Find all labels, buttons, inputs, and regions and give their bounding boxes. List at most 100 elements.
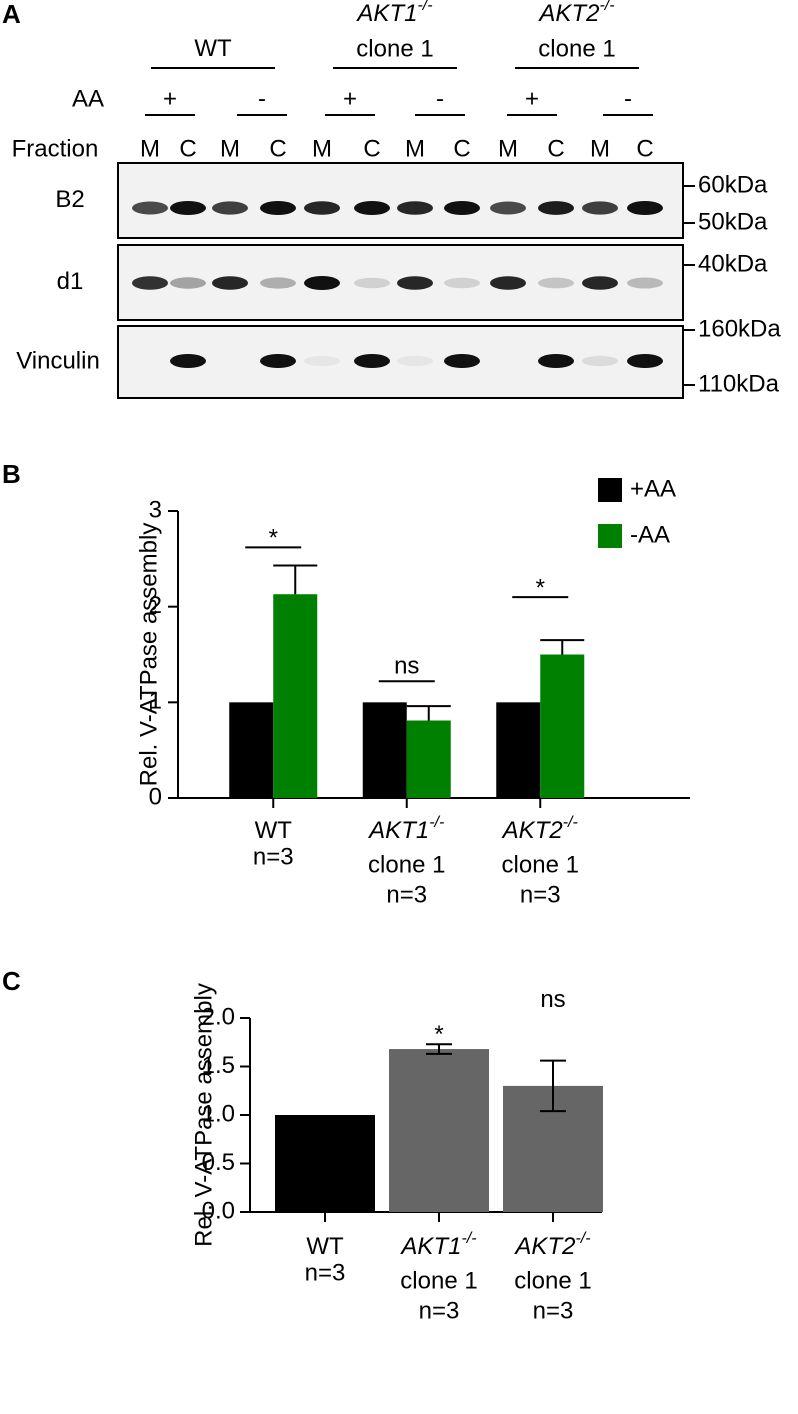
sample-size: n=3 bbox=[520, 881, 561, 908]
blot-band bbox=[354, 354, 390, 368]
y-tick-label: 0 bbox=[149, 783, 162, 810]
panel-letter: B bbox=[2, 459, 21, 489]
y-axis-label: Rel. V-ATPase assembly bbox=[135, 523, 162, 787]
blot-band bbox=[212, 201, 248, 215]
marker-label: 110kDa bbox=[698, 370, 780, 397]
bar bbox=[540, 654, 585, 798]
blot-band bbox=[132, 201, 168, 215]
bar bbox=[229, 702, 274, 798]
blot-band bbox=[260, 201, 296, 215]
x-tick-label: WT bbox=[306, 1233, 344, 1260]
error-bar bbox=[273, 564, 318, 595]
aa-sign: + bbox=[163, 85, 177, 112]
blot-band bbox=[490, 276, 526, 290]
lane-label: C bbox=[269, 135, 286, 162]
lane-label: M bbox=[140, 135, 160, 162]
blot-band bbox=[444, 277, 480, 289]
blot-band bbox=[260, 354, 296, 368]
label-text: AKT1 bbox=[367, 817, 429, 844]
sample-size: n=3 bbox=[533, 1297, 574, 1324]
blot-band bbox=[260, 277, 296, 289]
label-text: AKT1 bbox=[399, 1233, 461, 1260]
blot-band bbox=[490, 201, 526, 215]
blot-label: d1 bbox=[57, 268, 84, 295]
aa-sign: - bbox=[258, 85, 266, 112]
marker-label: 60kDa bbox=[698, 171, 768, 198]
blot-band bbox=[627, 277, 663, 289]
blot-label: Vinculin bbox=[16, 347, 100, 374]
blot-band bbox=[538, 201, 574, 215]
x-tick-label-line2: clone 1 bbox=[502, 851, 579, 878]
label-superscript: -/- bbox=[575, 1230, 590, 1247]
bar bbox=[406, 720, 451, 798]
label-superscript: -/- bbox=[461, 1230, 476, 1247]
legend-label: -AA bbox=[630, 521, 670, 548]
x-tick-label-line2: clone 1 bbox=[514, 1267, 591, 1294]
bar bbox=[389, 1049, 489, 1212]
x-tick-label: WT bbox=[255, 817, 293, 844]
blot-panel bbox=[117, 325, 684, 399]
marker-label: 40kDa bbox=[698, 250, 768, 277]
y-tick-label: 2.0 bbox=[202, 1003, 235, 1030]
panel-letter: C bbox=[2, 966, 21, 996]
legend-swatch bbox=[598, 524, 622, 548]
panel-letter: A bbox=[2, 0, 21, 29]
row-label: AA bbox=[72, 85, 104, 112]
blot-band bbox=[304, 355, 340, 367]
x-tick-label: AKT2-/- bbox=[513, 1230, 590, 1260]
blot-band bbox=[444, 354, 480, 368]
label-text: AKT2 bbox=[537, 0, 599, 27]
blot-band bbox=[397, 276, 433, 290]
row-label: Fraction bbox=[12, 135, 99, 162]
aa-sign: - bbox=[624, 85, 632, 112]
label-text: AKT1 bbox=[355, 0, 417, 27]
y-axis-label: Rel. V-ATPase assembly bbox=[190, 983, 217, 1247]
significance-label: * bbox=[434, 1021, 443, 1048]
y-tick-label: 1.0 bbox=[202, 1100, 235, 1127]
marker-label: 160kDa bbox=[698, 315, 781, 342]
y-tick-label: 3 bbox=[149, 496, 162, 523]
label-text: AKT2 bbox=[513, 1233, 575, 1260]
blot-band bbox=[627, 354, 663, 368]
sample-size: n=3 bbox=[305, 1259, 346, 1286]
label-text: AKT2 bbox=[501, 817, 563, 844]
blot-band bbox=[538, 277, 574, 289]
blot-band bbox=[538, 354, 574, 368]
aa-sign: + bbox=[525, 85, 539, 112]
group-label-line2: clone 1 bbox=[356, 35, 433, 62]
lane-label: C bbox=[636, 135, 653, 162]
blot-band bbox=[582, 355, 618, 367]
y-tick-label: 1 bbox=[149, 688, 162, 715]
lane-label: M bbox=[590, 135, 610, 162]
blot-band bbox=[582, 201, 618, 215]
blot-band bbox=[212, 276, 248, 290]
significance-label: * bbox=[536, 574, 545, 601]
blot-band bbox=[170, 201, 206, 215]
significance-label: ns bbox=[540, 986, 565, 1013]
legend-swatch bbox=[598, 478, 622, 502]
blot-band bbox=[627, 201, 663, 215]
group-label-line2: clone 1 bbox=[538, 35, 615, 62]
blot-band bbox=[444, 201, 480, 215]
y-tick-label: 1.5 bbox=[202, 1052, 235, 1079]
blot-band bbox=[354, 201, 390, 215]
y-tick-label: 0.5 bbox=[202, 1149, 235, 1176]
y-tick-label: 0.0 bbox=[202, 1197, 235, 1224]
sample-size: n=3 bbox=[253, 843, 294, 870]
blot-band bbox=[354, 277, 390, 289]
label-superscript: -/- bbox=[563, 814, 578, 831]
blot-band bbox=[397, 355, 433, 367]
x-tick-label: AKT1-/- bbox=[399, 1230, 476, 1260]
lane-label: C bbox=[363, 135, 380, 162]
error-bar bbox=[540, 639, 585, 655]
bar bbox=[275, 1115, 375, 1212]
lane-label: C bbox=[179, 135, 196, 162]
blot-band bbox=[170, 354, 206, 368]
group-label: AKT2-/- bbox=[537, 0, 614, 27]
blot-band bbox=[132, 276, 168, 290]
sample-size: n=3 bbox=[419, 1297, 460, 1324]
bar bbox=[273, 594, 318, 798]
lane-label: C bbox=[547, 135, 564, 162]
label-superscript: -/- bbox=[417, 0, 432, 14]
blot-band bbox=[397, 201, 433, 215]
